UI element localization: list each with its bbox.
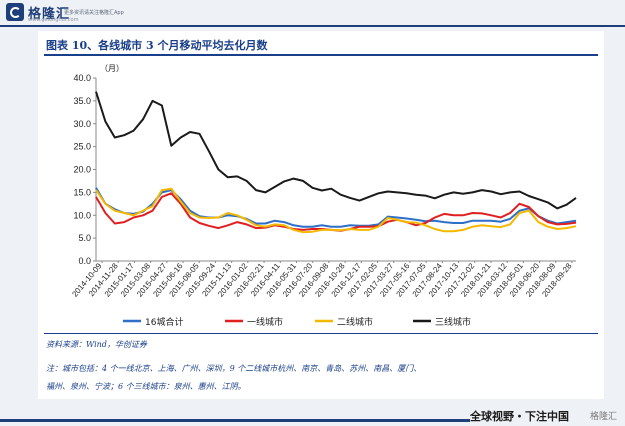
top-banner: 格隆汇 www.gelonghui.com 更多资讯请关注格隆汇App: [0, 0, 625, 26]
y-tick-label: 10.0: [73, 210, 91, 220]
source-divider: [44, 333, 598, 334]
y-tick-label: 20.0: [73, 165, 91, 175]
y-axis-label: （月）: [100, 64, 124, 73]
source-note: 资料来源：Wind，华创证券: [46, 340, 147, 349]
y-tick-label: 40.0: [73, 73, 91, 83]
footnote-line-1: 注：城市包括：4 个一线北京、上海、广州、深圳，9 个二线城市杭州、南京、青岛、…: [46, 364, 422, 373]
logo-text: 格隆汇: [28, 7, 71, 22]
legend-label-4: 三线城市: [435, 316, 471, 328]
top-divider: [0, 25, 625, 27]
gelonghui-logo-icon: [6, 3, 24, 21]
series-line-3: [95, 187, 577, 234]
y-tick-label: 35.0: [73, 96, 91, 106]
bottom-stripe: [0, 419, 470, 422]
footnote-line-2: 福州、泉州、宁波；6 个三线城市：泉州、惠州、江阴。: [46, 382, 246, 391]
watermark: 格隆汇: [590, 412, 618, 422]
bottom-slogan: 全球视野・下注中国: [470, 410, 569, 423]
legend-label-3: 二线城市: [337, 316, 373, 328]
y-tick-label: 15.0: [73, 187, 91, 197]
title-divider: [44, 54, 598, 56]
y-tick-label: 5.0: [78, 233, 91, 243]
y-tick-label: 25.0: [73, 142, 91, 152]
legend-label-1: 16城合计: [145, 316, 183, 328]
series-line-4: [95, 91, 577, 210]
chart-title: 图表 10、各线城市 3 个月移动平均去化月数: [46, 39, 268, 52]
y-tick-label: 0.0: [78, 256, 91, 266]
logo-url: www.gelonghui.com: [28, 17, 79, 23]
y-tick-label: 30.0: [73, 119, 91, 129]
logo-slogan: 更多资讯请关注格隆汇App: [64, 10, 124, 16]
legend-label-2: 一线城市: [247, 316, 283, 328]
